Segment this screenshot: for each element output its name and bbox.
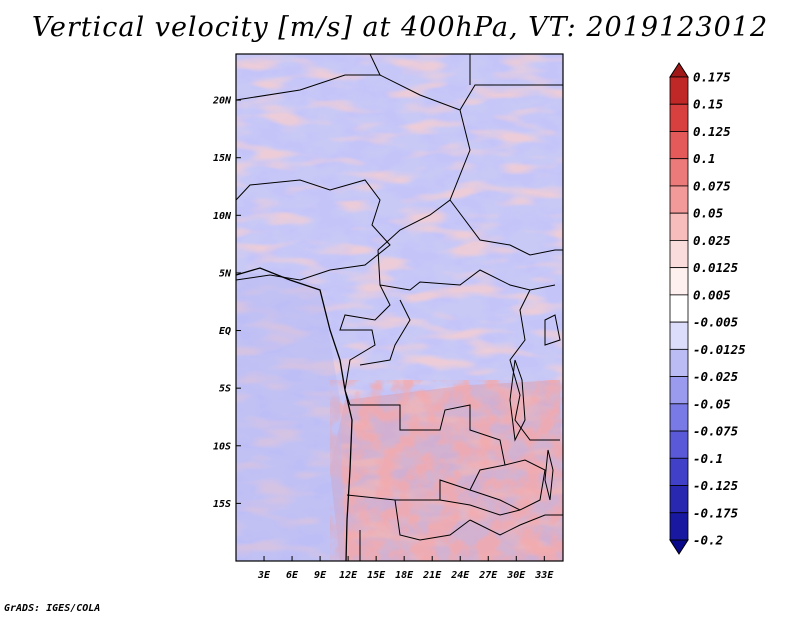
- lat-tick-label: EQ: [219, 326, 231, 337]
- colorbar-label: 0.175: [693, 70, 731, 85]
- lat-tick-label: 5N: [219, 268, 232, 279]
- colorbar-box: [669, 485, 689, 514]
- lake-tanganyika: [509, 359, 526, 442]
- colorbar: 0.175 0.15 0.125 0.1 0.075 0.05 0.025 0.0125 0.0…: [669, 62, 746, 555]
- colorbar-box: [669, 512, 689, 541]
- lat-tick-label: 20N: [212, 96, 232, 107]
- colorbar-label: -0.125: [693, 478, 739, 493]
- colorbar-box: [669, 294, 689, 323]
- colorbar-box: [669, 430, 689, 459]
- colorbar-box: [669, 103, 689, 132]
- colorbar-label: -0.005: [693, 315, 739, 330]
- plot-frame: [235, 53, 564, 562]
- lake-victoria: [544, 314, 561, 346]
- colorbar-label: 0.125: [693, 124, 731, 139]
- colorbar-box: [669, 457, 689, 486]
- convection-speckle: [330, 380, 563, 561]
- lon-tick-label: 6E: [286, 570, 299, 581]
- lake-malawi: [544, 449, 554, 501]
- latitude-axis: 20N 15N 10N 5N EQ 5S 10S 15S: [212, 96, 241, 510]
- lon-tick-label: 9E: [314, 570, 327, 581]
- colorbar-box: [669, 376, 689, 405]
- colorbar-box: [669, 267, 689, 296]
- lon-tick-label: 18E: [395, 570, 414, 581]
- lon-tick-label: 21E: [422, 570, 442, 581]
- colorbar-box: [669, 185, 689, 214]
- coastline: [236, 267, 353, 561]
- colorbar-box: [669, 158, 689, 187]
- colorbar-label: 0.1: [693, 151, 716, 166]
- lon-tick-label: 27E: [478, 570, 498, 581]
- lon-tick-label: 12E: [339, 570, 358, 581]
- colorbar-box: [669, 348, 689, 377]
- lon-tick-label: 15E: [367, 570, 386, 581]
- colorbar-box: [669, 403, 689, 432]
- lat-tick-label: 5S: [219, 384, 231, 395]
- colorbar-label: -0.175: [693, 505, 739, 520]
- colorbar-bottom-arrow: [669, 539, 689, 555]
- colorbar-box: [669, 321, 689, 350]
- velocity-field: [236, 54, 563, 561]
- colorbar-label: -0.025: [693, 369, 739, 384]
- colorbar-box: [669, 212, 689, 241]
- country-borders: [236, 54, 563, 561]
- colorbar-top-arrow: [669, 62, 689, 78]
- colorbar-label: 0.005: [693, 287, 731, 302]
- lon-tick-label: 30E: [506, 570, 526, 581]
- colorbar-label: -0.1: [693, 451, 723, 466]
- colorbar-box: [669, 76, 689, 105]
- colorbar-box: [669, 131, 689, 160]
- colorbar-label: -0.0125: [693, 342, 746, 357]
- colorbar-label: -0.2: [693, 533, 723, 548]
- colorbar-label: -0.05: [693, 396, 731, 411]
- colorbar-label: 0.05: [693, 206, 724, 221]
- colorbar-box: [669, 240, 689, 269]
- lat-tick-label: 15N: [213, 153, 232, 164]
- colorbar-label: 0.075: [693, 178, 731, 193]
- longitude-axis: 3E 6E 9E 12E 15E 18E 21E 24E 27E 30E 33E: [257, 556, 554, 581]
- chart-title: Vertical velocity [m/s] at 400hPa, VT: 2…: [31, 12, 769, 43]
- lat-tick-label: 10S: [213, 441, 231, 452]
- colorbar-label: 0.025: [693, 233, 731, 248]
- lat-tick-label: 10N: [213, 211, 232, 222]
- colorbar-label: 0.0125: [693, 260, 739, 275]
- colorbar-label: -0.075: [693, 424, 739, 439]
- colorbar-label: 0.15: [693, 97, 724, 112]
- ocean-region: [236, 270, 345, 561]
- lon-tick-label: 3E: [257, 570, 271, 581]
- lon-tick-label: 33E: [534, 570, 554, 581]
- lon-tick-label: 24E: [450, 570, 470, 581]
- lat-tick-label: 15S: [213, 499, 231, 510]
- grads-credit: GrADS: IGES/COLA: [4, 603, 101, 614]
